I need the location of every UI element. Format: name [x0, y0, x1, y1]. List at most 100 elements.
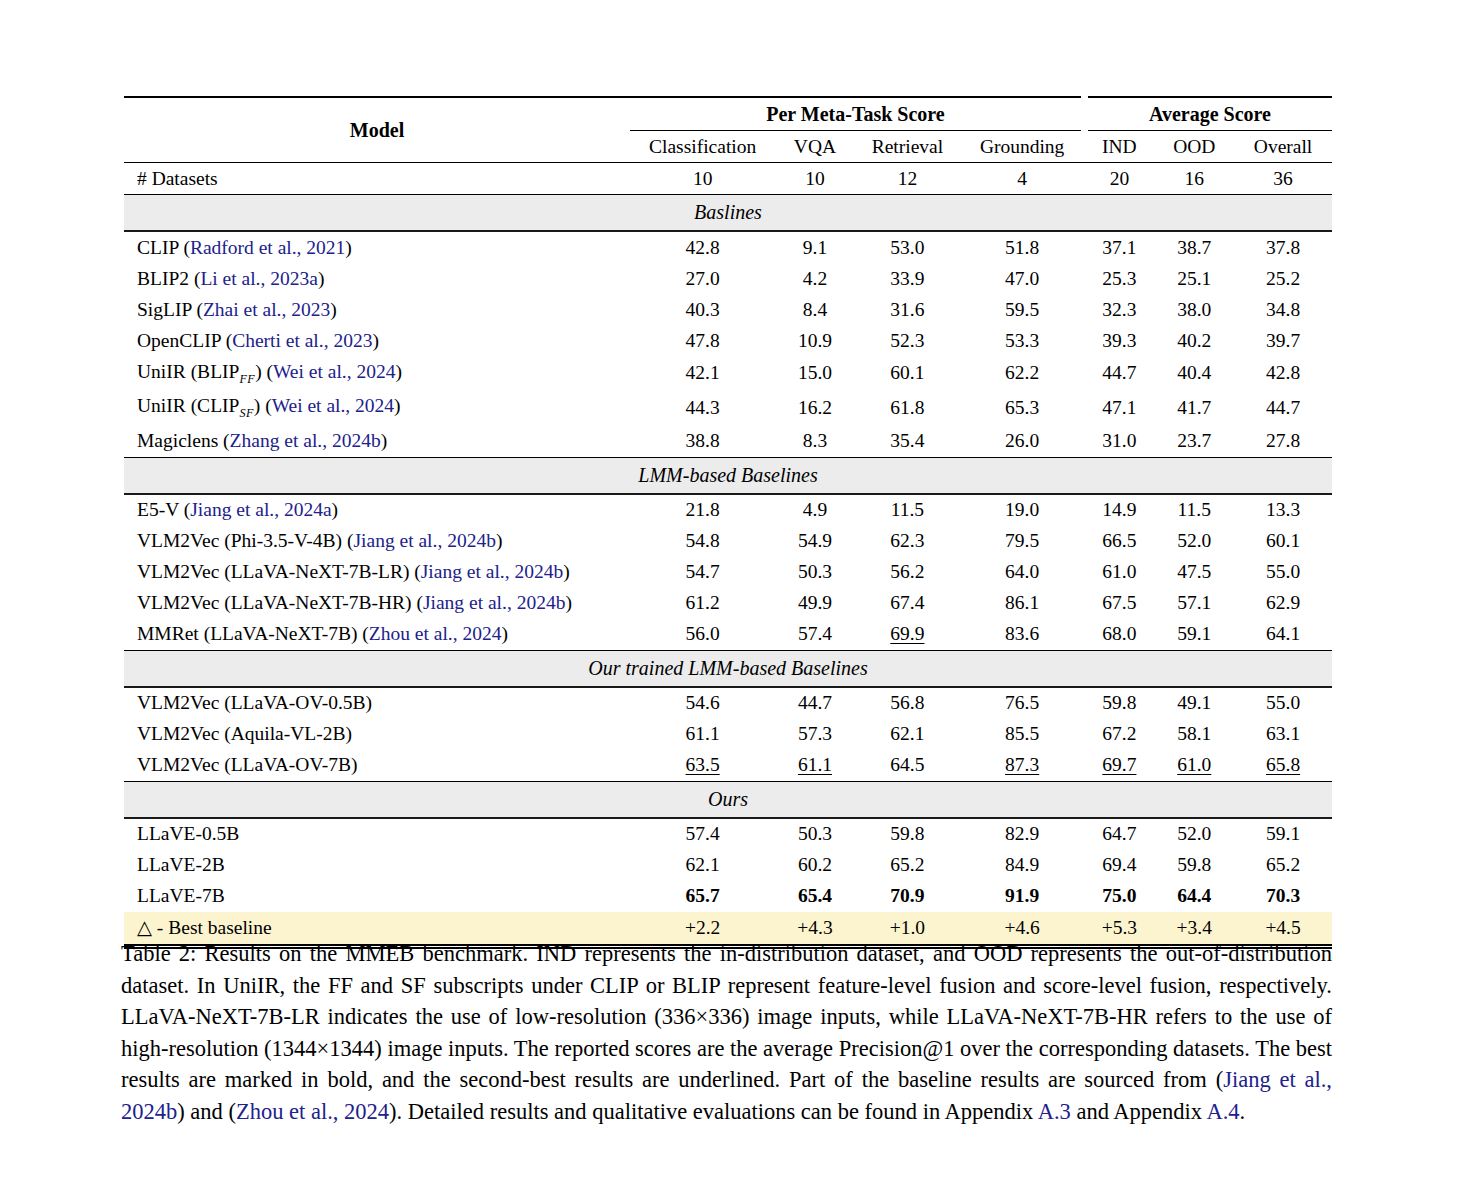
table-row: VLM2Vec (Phi-3.5-V-4B) (Jiang et al., 20…	[124, 526, 1332, 557]
score-cell: 39.7	[1234, 325, 1332, 356]
score-cell: 19.0	[960, 494, 1084, 526]
score-cell: 11.5	[855, 494, 960, 526]
score-cell: 56.8	[855, 687, 960, 719]
table-row: BLIP2 (Li et al., 2023a)27.04.233.947.02…	[124, 263, 1332, 294]
score-cell: 49.9	[775, 588, 855, 619]
score-cell: 70.3	[1234, 881, 1332, 912]
text-segment: SigLIP (	[137, 299, 203, 320]
text-segment: UniIR (BLIP	[137, 361, 239, 382]
model-name-cell: E5-V (Jiang et al., 2024a)	[124, 494, 630, 526]
text-segment: △ - Best baseline	[137, 917, 272, 938]
score-cell: 63.5	[630, 750, 775, 782]
table-row: VLM2Vec (LLaVA-OV-0.5B)54.644.756.876.55…	[124, 687, 1332, 719]
score-cell: 60.1	[855, 356, 960, 391]
score-cell: 47.8	[630, 325, 775, 356]
citation-link[interactable]: Jiang et al., 2024b	[421, 561, 563, 582]
score-cell: 64.4	[1154, 881, 1234, 912]
score-cell: 37.8	[1234, 231, 1332, 263]
datasets-count: 4	[960, 163, 1084, 195]
citation-link[interactable]: Zhang et al., 2024b	[230, 430, 381, 451]
score-cell: 54.7	[630, 557, 775, 588]
score-cell: 53.0	[855, 231, 960, 263]
model-name-cell: VLM2Vec (Phi-3.5-V-4B) (Jiang et al., 20…	[124, 526, 630, 557]
score-cell: 25.2	[1234, 263, 1332, 294]
table-row: UniIR (BLIPFF) (Wei et al., 2024)42.115.…	[124, 356, 1332, 391]
score-cell: 83.6	[960, 619, 1084, 651]
model-name-cell: LLaVE-7B	[124, 881, 630, 912]
score-cell: 27.8	[1234, 426, 1332, 458]
score-cell: 63.1	[1234, 719, 1332, 750]
score-cell: 8.4	[775, 294, 855, 325]
score-cell: 52.0	[1154, 526, 1234, 557]
citation-link[interactable]: Li et al., 2023a	[200, 268, 318, 289]
score-cell: 62.2	[960, 356, 1084, 391]
citation-link[interactable]: A.3	[1038, 1099, 1071, 1124]
score-cell: 76.5	[960, 687, 1084, 719]
citation-link[interactable]: Jiang et al., 2024a	[190, 499, 331, 520]
section-band: Baslines	[124, 195, 1332, 232]
section-band: LMM-based Baselines	[124, 457, 1332, 494]
score-cell: 52.0	[1154, 818, 1234, 850]
score-cell: 87.3	[960, 750, 1084, 782]
score-cell: 44.3	[630, 391, 775, 426]
score-cell: 34.8	[1234, 294, 1332, 325]
text-segment: )	[332, 499, 339, 520]
model-name-cell: OpenCLIP (Cherti et al., 2023)	[124, 325, 630, 356]
text-segment: )	[372, 330, 379, 351]
score-cell: 67.2	[1084, 719, 1154, 750]
datasets-count: 12	[855, 163, 960, 195]
text-segment: )	[565, 592, 572, 613]
text-segment: ) (	[254, 395, 272, 416]
text-segment: and Appendix	[1071, 1099, 1207, 1124]
citation-link[interactable]: Wei et al., 2024	[272, 395, 394, 416]
score-cell: 41.7	[1154, 391, 1234, 426]
score-cell: 44.7	[1084, 356, 1154, 391]
score-cell: 27.0	[630, 263, 775, 294]
model-name-cell: LLaVE-0.5B	[124, 818, 630, 850]
score-cell: 26.0	[960, 426, 1084, 458]
score-cell: 65.3	[960, 391, 1084, 426]
score-cell: 61.0	[1154, 750, 1234, 782]
citation-link[interactable]: Zhai et al., 2023	[203, 299, 330, 320]
score-cell: 59.1	[1234, 818, 1332, 850]
citation-link[interactable]: Jiang et al., 2024b	[423, 592, 565, 613]
citation-link[interactable]: Wei et al., 2024	[273, 361, 395, 382]
model-name-cell: VLM2Vec (LLaVA-NeXT-7B-HR) (Jiang et al.…	[124, 588, 630, 619]
section-title: Ours	[124, 781, 1332, 818]
text-segment: )	[394, 395, 401, 416]
table-row: VLM2Vec (LLaVA-NeXT-7B-HR) (Jiang et al.…	[124, 588, 1332, 619]
score-cell: 31.6	[855, 294, 960, 325]
citation-link[interactable]: Jiang et al., 2024b	[353, 530, 495, 551]
table-row: LLaVE-2B62.160.265.284.969.459.865.2	[124, 850, 1332, 881]
citation-link[interactable]: A.4	[1206, 1099, 1239, 1124]
citation-link[interactable]: Cherti et al., 2023	[232, 330, 372, 351]
score-cell: 50.3	[775, 557, 855, 588]
score-cell: 57.4	[630, 818, 775, 850]
score-cell: 38.0	[1154, 294, 1234, 325]
score-cell: 57.3	[775, 719, 855, 750]
citation-link[interactable]: Zhou et al., 2024	[236, 1099, 389, 1124]
score-cell: 67.4	[855, 588, 960, 619]
score-cell: 69.9	[855, 619, 960, 651]
score-cell: 25.1	[1154, 263, 1234, 294]
paper-page: Model Per Meta-Task Score Average Score …	[0, 0, 1460, 1182]
score-cell: 32.3	[1084, 294, 1154, 325]
results-table: Model Per Meta-Task Score Average Score …	[124, 96, 1332, 949]
table-row: OpenCLIP (Cherti et al., 2023)47.810.952…	[124, 325, 1332, 356]
text-segment: CLIP (	[137, 237, 190, 258]
score-cell: 59.1	[1154, 619, 1234, 651]
model-subscript: FF	[239, 371, 255, 385]
column-header-model: Model	[124, 97, 630, 163]
score-cell: 23.7	[1154, 426, 1234, 458]
citation-link[interactable]: Zhou et al., 2024	[369, 623, 502, 644]
citation-link[interactable]: Radford et al., 2021	[190, 237, 345, 258]
score-cell: 62.3	[855, 526, 960, 557]
score-cell: 55.0	[1234, 557, 1332, 588]
score-cell: 75.0	[1084, 881, 1154, 912]
score-cell: 91.9	[960, 881, 1084, 912]
score-cell: 79.5	[960, 526, 1084, 557]
text-segment: )	[345, 237, 352, 258]
score-cell: 65.7	[630, 881, 775, 912]
score-cell: 69.4	[1084, 850, 1154, 881]
table-row: LLaVE-0.5B57.450.359.882.964.752.059.1	[124, 818, 1332, 850]
